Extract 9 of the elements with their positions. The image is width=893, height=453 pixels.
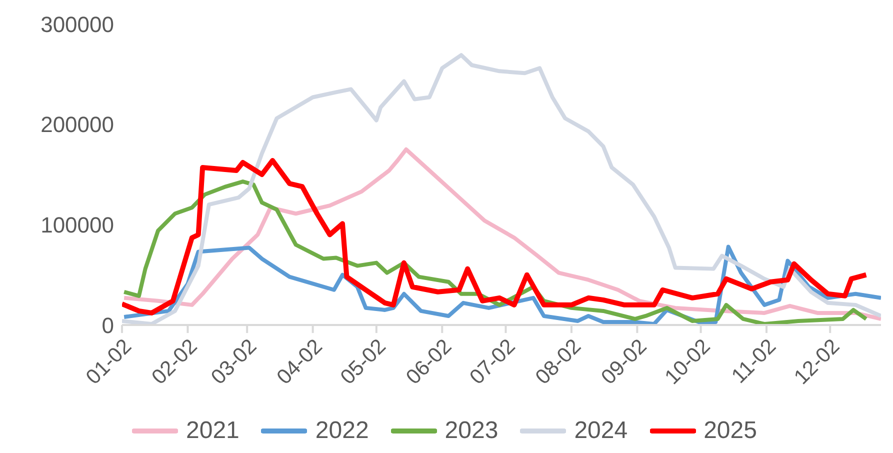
y-tick-label: 100000 xyxy=(40,212,114,238)
legend-label: 2025 xyxy=(704,417,757,445)
y-tick-label: 0 xyxy=(102,312,114,338)
y-tick-label: 200000 xyxy=(40,112,114,138)
legend-label: 2023 xyxy=(444,417,498,445)
legend-label: 2021 xyxy=(186,417,240,445)
legend-label: 2022 xyxy=(315,417,369,445)
y-tick-label: 300000 xyxy=(40,12,114,37)
legend-label: 2024 xyxy=(574,417,628,445)
